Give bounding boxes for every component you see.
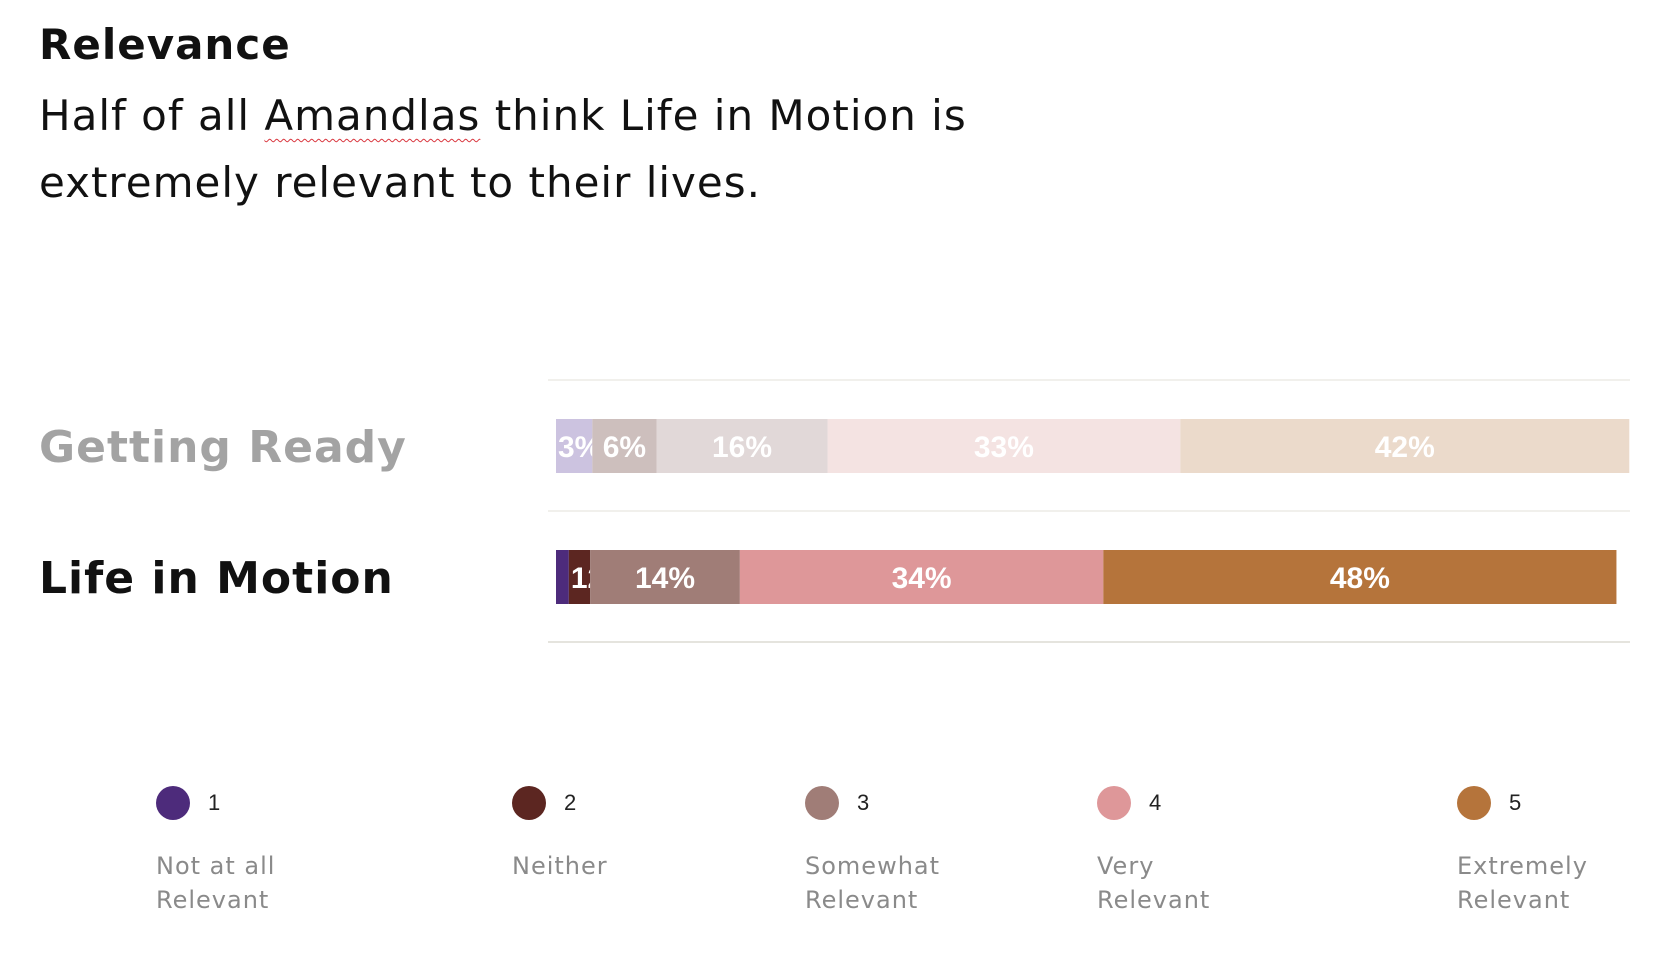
bar-getting-ready-extremely-relevant[interactable]	[1180, 419, 1630, 473]
chart-heading: Relevance	[39, 20, 291, 69]
legend-description: Extremely Relevant	[1457, 852, 1588, 914]
legend-swatch-row: 5	[1457, 785, 1637, 821]
legend-swatch-row: 2	[512, 785, 692, 821]
legend-dot-icon	[1097, 786, 1131, 820]
data-label-life-in-motion-neither: 12%	[571, 562, 631, 595]
bar-life-in-motion-not-at-all-relevant[interactable]	[556, 550, 569, 604]
legend-swatch-row: 1	[156, 785, 336, 821]
legend-code: 4	[1149, 790, 1162, 815]
data-label-getting-ready-not-at-all-relevant: 3%	[558, 431, 601, 464]
legend-item-extremely-relevant[interactable]: 5 Extremely Relevant	[1457, 785, 1637, 917]
legend-description: Somewhat Relevant	[805, 852, 941, 914]
row-label-getting-ready: Getting Ready	[39, 422, 407, 473]
legend-description: Not at all Relevant	[156, 852, 276, 914]
legend-code: 1	[208, 790, 221, 815]
data-label-getting-ready-somewhat-relevant: 16%	[712, 431, 772, 464]
bar-getting-ready-somewhat-relevant[interactable]	[656, 419, 828, 473]
legend-dot-icon	[512, 786, 546, 820]
legend-description: Neither	[512, 852, 608, 880]
bar-getting-ready-very-relevant[interactable]	[827, 419, 1181, 473]
bar-life-in-motion-very-relevant[interactable]	[739, 550, 1104, 604]
data-label-life-in-motion-somewhat-relevant: 14%	[635, 562, 695, 595]
legend-item-not-at-all-relevant[interactable]: 1 Not at all Relevant	[156, 785, 336, 917]
bar-life-in-motion-neither[interactable]	[568, 550, 591, 604]
bars-layer: Getting Ready 3% 6% 16% 33% 42% Life in Motion…	[39, 419, 1630, 604]
data-label-getting-ready-extremely-relevant: 42%	[1375, 431, 1435, 464]
bar-getting-ready-not-at-all-relevant[interactable]	[556, 419, 593, 473]
legend-dot-icon	[805, 786, 839, 820]
legend-item-neither[interactable]: 2 Neither	[512, 785, 692, 883]
legend-item-somewhat-relevant[interactable]: 3 Somewhat Relevant	[805, 785, 985, 917]
legend-code: 5	[1509, 790, 1522, 815]
data-label-life-in-motion-extremely-relevant: 48%	[1330, 562, 1390, 595]
legend-dot-icon	[1457, 786, 1491, 820]
legend-swatch-row: 3	[805, 785, 985, 821]
chart-subtitle: Half of all Amandlas think Life in Motio…	[39, 82, 1039, 216]
bar-life-in-motion-extremely-relevant[interactable]	[1103, 550, 1617, 604]
subtitle-text-start: Half of all	[39, 91, 265, 140]
bar-getting-ready-neither[interactable]	[592, 419, 657, 473]
subtitle-text-end: think Life in Motion is extremely releva…	[39, 91, 967, 207]
bar-life-in-motion-somewhat-relevant[interactable]	[590, 550, 740, 604]
data-label-life-in-motion-very-relevant: 34%	[892, 562, 952, 595]
legend-dot-icon	[156, 786, 190, 820]
data-label-getting-ready-very-relevant: 33%	[974, 431, 1034, 464]
legend-code: 2	[564, 790, 577, 815]
legend-code: 3	[857, 790, 870, 815]
data-label-getting-ready-neither: 6%	[603, 431, 646, 464]
legend-description: Very Relevant	[1097, 852, 1211, 914]
legend-swatch-row: 4	[1097, 785, 1277, 821]
spellcheck-flagged-word[interactable]: Amandlas	[264, 91, 481, 140]
row-label-life-in-motion: Life in Motion	[39, 553, 394, 604]
legend-item-very-relevant[interactable]: 4 Very Relevant	[1097, 785, 1277, 917]
